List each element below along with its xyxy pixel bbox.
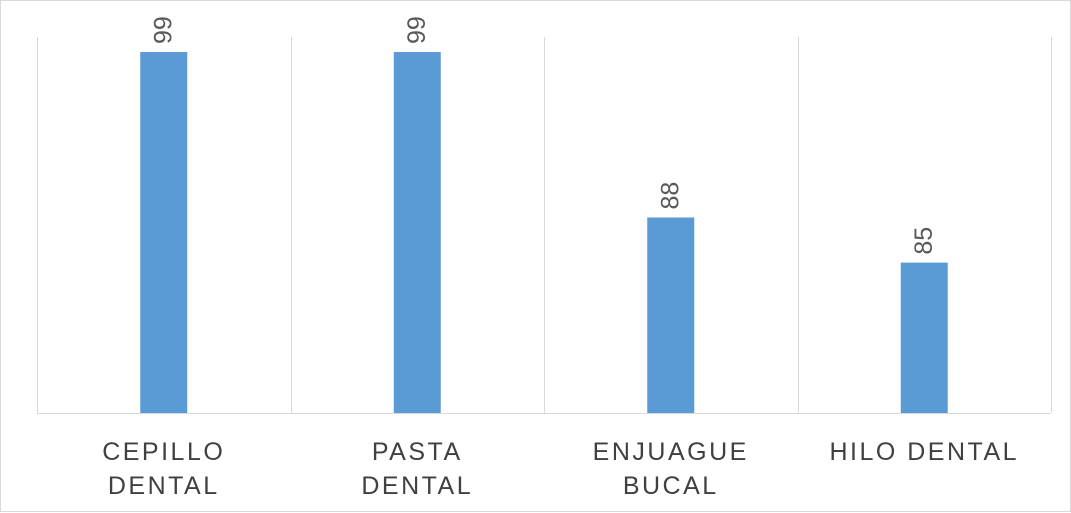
category-label: PASTA DENTAL <box>361 438 473 500</box>
data-labels: 99 99 88 85 <box>150 16 939 254</box>
category-label: CEPILLO DENTAL <box>102 438 225 500</box>
category-label-line: DENTAL <box>361 472 473 500</box>
data-label: 99 <box>403 16 431 44</box>
bars <box>140 52 948 413</box>
gridlines <box>37 37 1052 414</box>
data-label: 99 <box>150 16 178 44</box>
bar <box>647 217 695 413</box>
category-labels: CEPILLO DENTAL PASTA DENTAL ENJUAGUE BUCAL HIL… <box>102 438 1019 500</box>
category-label-line: PASTA <box>372 438 463 466</box>
bar <box>393 52 441 413</box>
category-label: HILO DENTAL <box>829 438 1019 466</box>
category-label-line: HILO DENTAL <box>829 438 1019 466</box>
data-label: 85 <box>910 227 938 255</box>
category-label-line: DENTAL <box>108 472 220 500</box>
category-label-line: CEPILLO <box>102 438 225 466</box>
bar <box>900 262 948 413</box>
category-label: ENJUAGUE BUCAL <box>593 438 749 500</box>
data-label: 88 <box>657 182 685 210</box>
category-label-line: ENJUAGUE <box>593 438 749 466</box>
category-label-line: BUCAL <box>623 472 719 500</box>
bar <box>140 52 188 413</box>
